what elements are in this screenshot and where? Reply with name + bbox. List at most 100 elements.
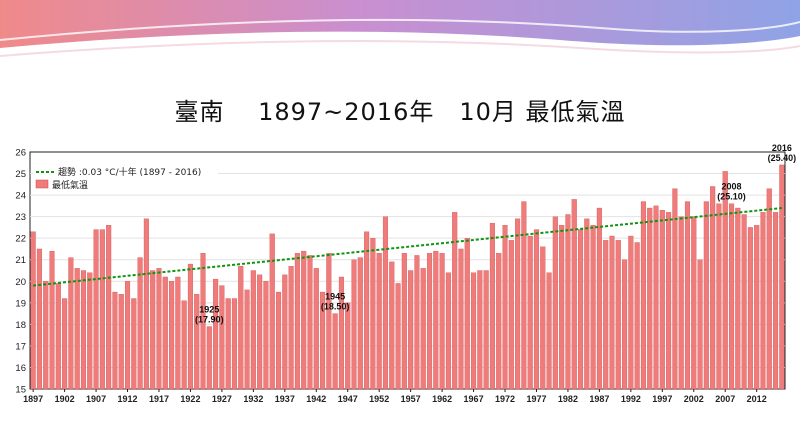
bar xyxy=(596,207,602,390)
bar xyxy=(439,253,445,390)
bar xyxy=(584,218,590,390)
bar xyxy=(244,289,250,390)
bar xyxy=(540,246,546,390)
bar xyxy=(162,276,168,390)
bar xyxy=(257,274,263,390)
bar xyxy=(143,218,149,390)
y-tick-label: 15 xyxy=(15,385,26,396)
x-tick-label: 2002 xyxy=(684,394,704,404)
bar xyxy=(213,278,219,390)
annotation-value: (18.50) xyxy=(321,302,350,312)
bar xyxy=(288,266,294,390)
bar xyxy=(741,214,747,390)
y-tick-label: 17 xyxy=(15,341,26,352)
bar xyxy=(420,268,426,390)
bar xyxy=(458,248,464,390)
bar xyxy=(320,291,326,390)
bar xyxy=(68,257,74,390)
y-tick-label: 16 xyxy=(15,363,26,374)
bar xyxy=(747,227,753,390)
y-tick-label: 18 xyxy=(15,320,26,331)
bar xyxy=(653,205,659,390)
bar xyxy=(250,270,256,390)
bar xyxy=(716,203,722,390)
bar xyxy=(773,212,779,390)
bar xyxy=(99,229,105,390)
bar xyxy=(515,218,521,390)
x-tick-label: 1977 xyxy=(526,394,546,404)
y-tick-label: 22 xyxy=(15,234,26,245)
bar xyxy=(659,210,665,390)
x-tick-label: 1912 xyxy=(118,394,138,404)
bar xyxy=(527,235,533,390)
bar xyxy=(779,164,785,390)
bar xyxy=(672,188,678,390)
bar xyxy=(703,201,709,390)
bar xyxy=(760,212,766,390)
bar xyxy=(477,270,483,390)
bar xyxy=(766,188,772,390)
annotation-year: 1945 xyxy=(325,292,345,302)
bar xyxy=(301,250,307,390)
bar xyxy=(426,253,433,390)
bar xyxy=(275,291,282,390)
bar xyxy=(489,222,495,390)
bar xyxy=(87,272,93,390)
bar xyxy=(307,255,313,390)
x-tick-label: 1907 xyxy=(86,394,106,404)
bar xyxy=(345,302,351,390)
x-tick-label: 1982 xyxy=(558,394,578,404)
y-tick-label: 20 xyxy=(15,277,26,288)
legend-box xyxy=(33,164,218,193)
annotation-value: (25.10) xyxy=(717,192,746,202)
bar xyxy=(452,212,458,390)
bar xyxy=(565,214,571,390)
y-tick-label: 23 xyxy=(15,212,26,223)
bar xyxy=(238,266,244,390)
x-tick-label: 2012 xyxy=(747,394,767,404)
x-tick-label: 1997 xyxy=(652,394,672,404)
bar xyxy=(609,235,615,390)
slide-title: 臺南 1897~2016年 10月 最低氣溫 xyxy=(174,98,626,126)
y-tick-label: 24 xyxy=(15,191,26,202)
bar xyxy=(483,270,489,390)
legend-series-label: 最低氣溫 xyxy=(52,179,88,191)
x-tick-label: 1897 xyxy=(23,394,43,404)
x-tick-label: 1952 xyxy=(369,394,389,404)
bar xyxy=(640,201,646,390)
bar xyxy=(666,212,672,390)
bar xyxy=(124,281,131,390)
bar xyxy=(219,285,225,390)
x-tick-label: 1987 xyxy=(589,394,609,404)
bar xyxy=(194,294,200,390)
bar xyxy=(332,313,338,390)
bar xyxy=(414,255,420,390)
bar xyxy=(357,257,363,390)
bar xyxy=(691,216,697,390)
chart: 15 16 17 18 19 20 21 22 23 24 25 26 1897 1902 1907 191… xyxy=(15,143,797,404)
bar xyxy=(118,294,124,390)
x-tick-label: 1967 xyxy=(464,394,484,404)
x-tick-label: 1962 xyxy=(432,394,452,404)
bar xyxy=(150,270,156,390)
x-tick-label: 1947 xyxy=(338,394,358,404)
bar xyxy=(80,270,87,390)
annotation-year: 1925 xyxy=(199,305,219,315)
bar xyxy=(231,298,238,390)
bar xyxy=(364,231,370,390)
bar xyxy=(445,272,451,390)
y-tick-label: 19 xyxy=(15,298,26,309)
bar xyxy=(471,272,477,390)
bar xyxy=(294,253,300,390)
annotation-value: (25.40) xyxy=(768,153,797,163)
bar xyxy=(571,199,577,390)
bar xyxy=(678,216,684,390)
bar xyxy=(615,240,621,390)
bar xyxy=(395,283,401,390)
x-tick-label: 1902 xyxy=(55,394,75,404)
bar xyxy=(169,281,175,390)
x-tick-label: 1932 xyxy=(243,394,263,404)
bar xyxy=(577,229,584,390)
bar xyxy=(131,298,137,390)
bar xyxy=(137,257,143,390)
